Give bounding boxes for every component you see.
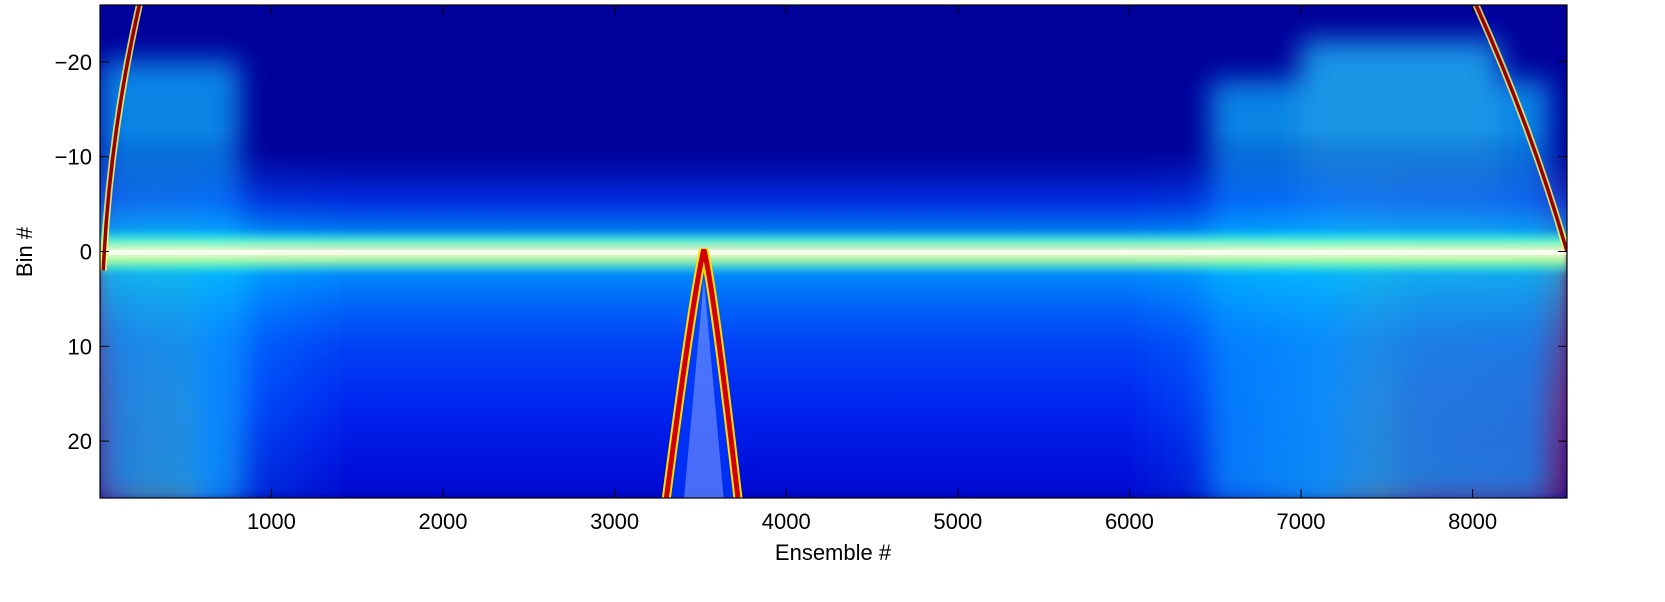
x-tick-label: 6000 [1105, 509, 1154, 534]
y-tick-label: 20 [68, 429, 92, 454]
v-arc-inner [684, 279, 724, 498]
y-tick-label: −20 [55, 50, 92, 75]
x-tick-label: 3000 [590, 509, 639, 534]
x-axis-label: Ensemble # [775, 540, 892, 565]
diagonal-line [100, 5, 143, 271]
y-axis: −20 −10 0 10 20 [55, 50, 1567, 454]
y-axis-label: Bin # [12, 226, 37, 277]
y-tick-label: −10 [55, 145, 92, 170]
x-axis: 1000 2000 3000 4000 5000 6000 7000 8000 [247, 5, 1497, 534]
x-tick-label: 4000 [762, 509, 811, 534]
feature-layer [100, 5, 1567, 498]
x-tick-label: 8000 [1448, 509, 1497, 534]
y-tick-label: 0 [80, 240, 92, 265]
diagonal-line-core [1474, 5, 1567, 252]
x-tick-label: 2000 [419, 509, 468, 534]
v-arc-core [663, 248, 741, 498]
x-tick-label: 5000 [933, 509, 982, 534]
diagonal-line-core [101, 5, 142, 271]
diagonal-line [1472, 5, 1567, 253]
v-arc-fill [666, 249, 738, 498]
v-arc [661, 248, 743, 498]
x-tick-label: 1000 [247, 509, 296, 534]
x-tick-label: 7000 [1277, 509, 1326, 534]
y-tick-label: 10 [68, 334, 92, 359]
